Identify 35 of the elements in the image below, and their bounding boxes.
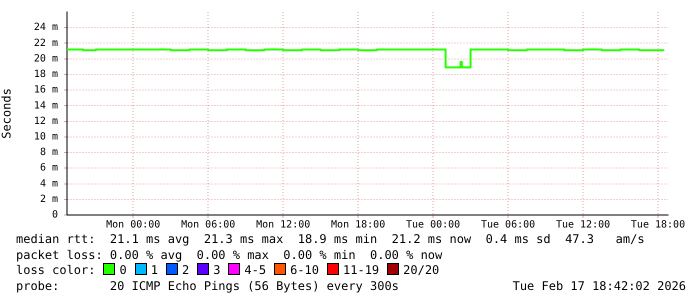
y-tick-label: 12 m bbox=[34, 116, 58, 127]
x-tick-label: Tue 00:00 bbox=[406, 220, 460, 231]
legend-label: 4-5 bbox=[244, 263, 266, 277]
legend-label: 2 bbox=[182, 263, 190, 277]
y-tick-label: 18 m bbox=[34, 69, 58, 80]
y-tick-label: 14 m bbox=[34, 100, 58, 112]
y-tick-label: 10 m bbox=[34, 132, 58, 143]
x-tick-label: Mon 12:00 bbox=[256, 220, 310, 231]
y-tick-label: 6 m bbox=[40, 162, 58, 174]
legend-label: 20/20 bbox=[403, 263, 440, 277]
legend-label: 1 bbox=[150, 263, 158, 277]
y-tick-label: 2 m bbox=[40, 194, 58, 205]
y-axis-title: Seconds bbox=[0, 88, 14, 139]
x-tick-label: Tue 12:00 bbox=[556, 220, 610, 231]
legend-label: 6-10 bbox=[290, 263, 320, 277]
legend-label: 11-19 bbox=[343, 263, 380, 277]
y-tick-label: 20 m bbox=[34, 53, 58, 64]
y-tick-label: 16 m bbox=[34, 84, 58, 96]
x-tick-label: Mon 06:00 bbox=[181, 220, 236, 231]
legend-label: 0 bbox=[119, 263, 127, 277]
x-tick-label: Mon 00:00 bbox=[106, 220, 160, 231]
text: packet loss: 0.00 % avg 0.00 % max 0.00 % min 0.00 % now bbox=[16, 248, 444, 263]
y-tick-label: 22 m bbox=[34, 38, 58, 49]
y-tick-label: 24 m bbox=[34, 22, 58, 34]
legend-title: loss color: bbox=[16, 263, 96, 277]
y-tick-label: 4 m bbox=[40, 178, 58, 190]
x-tick-label: Tue 18:00 bbox=[630, 220, 686, 231]
x-tick-label: Mon 18:00 bbox=[331, 220, 386, 231]
legend-label: 3 bbox=[213, 263, 220, 277]
text: probe: 20 ICMP Echo Pings (56 Bytes) every 300s bbox=[16, 278, 399, 292]
y-tick-label: 8 m bbox=[40, 147, 58, 158]
y-tick-label: 0 bbox=[52, 210, 58, 221]
text: Tue Feb 17 18:42:02 2026 bbox=[512, 278, 686, 294]
text: median rtt: 21.1 ms avg 21.3 ms max 18.9 ms min 21.2 ms now 0.4 ms sd 47.3 am/s bbox=[16, 232, 646, 248]
x-tick-label: Tue 06:00 bbox=[480, 220, 536, 231]
